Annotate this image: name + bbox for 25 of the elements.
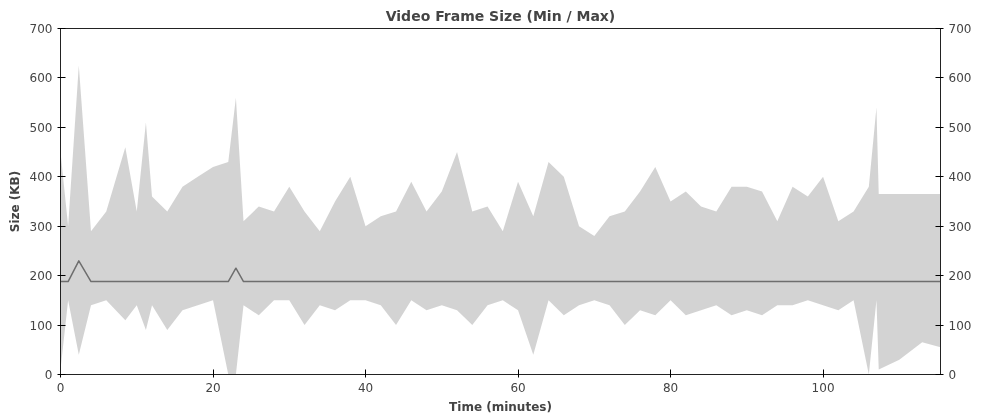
x-tick-label: 40: [357, 380, 374, 395]
y2-tick-label: 700: [948, 22, 972, 36]
y-axis-title: Size (KB): [7, 170, 22, 233]
y-tick-label: 500: [29, 120, 53, 135]
y-tick-label: 700: [29, 22, 53, 36]
y-tick-label: 200: [29, 269, 53, 284]
y-tick-label: 100: [29, 318, 53, 333]
y-tick-label: 300: [29, 219, 53, 234]
chart-title: Video Frame Size (Min / Max): [385, 7, 616, 24]
y2-tick-label: 300: [948, 219, 972, 234]
y2-tick-label: 400: [948, 170, 972, 185]
x-axis-title: Time (minutes): [449, 399, 552, 414]
y2-tick-label: 200: [948, 269, 972, 284]
y-tick-label: 600: [29, 71, 53, 86]
y-tick-label: 0: [44, 368, 53, 382]
y2-tick-label: 100: [948, 318, 972, 333]
x-tick-label: 80: [662, 380, 679, 395]
y2-tick-label: 0: [948, 368, 957, 382]
y-tick-label: 400: [29, 170, 53, 185]
y2-tick-label: 600: [948, 71, 972, 86]
y2-tick-label: 500: [948, 120, 972, 135]
x-tick-label: 100: [811, 380, 835, 395]
x-tick-label: 60: [510, 380, 526, 395]
x-tick-label: 20: [205, 380, 221, 395]
x-tick-label: 0: [56, 380, 65, 395]
